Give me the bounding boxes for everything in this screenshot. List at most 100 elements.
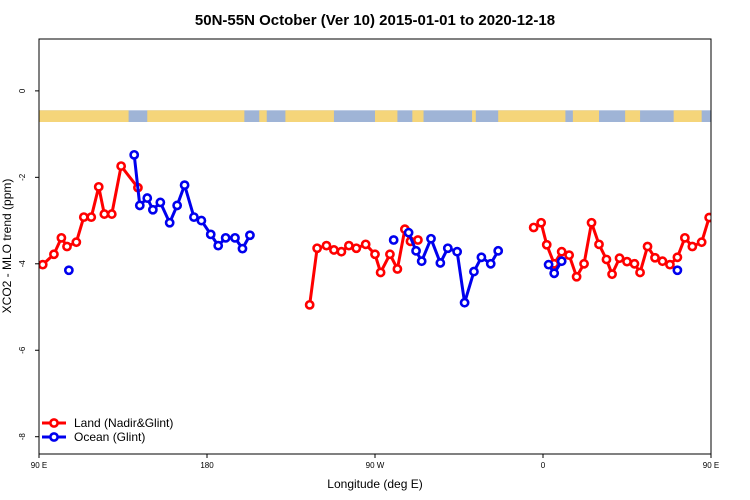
- ocean-data-point: [388, 235, 399, 245]
- land-data-point: [571, 271, 582, 282]
- ocean-data-point: [164, 217, 175, 228]
- ocean-data-point: [172, 200, 183, 211]
- land-data-point: [679, 232, 690, 243]
- ocean-data-point: [556, 256, 567, 267]
- land-data-point: [541, 239, 552, 250]
- land-data-point: [594, 239, 604, 250]
- land-data-point: [99, 209, 110, 219]
- land-band: [498, 110, 566, 122]
- legend-item-land: Land (Nadir&Glint): [42, 416, 173, 430]
- ocean-data-point: [411, 245, 421, 256]
- x-tick-label: 0: [541, 461, 546, 470]
- ocean-data-point: [220, 232, 231, 243]
- land-band: [625, 110, 641, 122]
- land-data-point: [657, 256, 668, 267]
- land-data-point: [370, 249, 380, 260]
- land-band: [147, 110, 245, 122]
- land-data-point: [93, 181, 104, 192]
- ocean-data-point: [179, 180, 190, 191]
- land-data-point: [743, 162, 750, 169]
- land-band: [673, 110, 702, 122]
- ocean-data-point: [134, 200, 145, 211]
- land-data-point: [86, 212, 97, 223]
- land-data-point: [321, 240, 332, 251]
- land-data-point: [62, 241, 72, 252]
- land-data-point: [528, 222, 539, 233]
- ocean-data-point: [672, 265, 683, 276]
- land-ocean-strip: [39, 110, 711, 122]
- ocean-series-line: [741, 155, 750, 223]
- ocean-data-point: [737, 199, 744, 206]
- land-data-point: [413, 235, 423, 245]
- ocean-data-point: [230, 232, 240, 243]
- land-data-point: [696, 237, 707, 248]
- land-data-point: [722, 183, 729, 190]
- ocean-data-point: [549, 268, 560, 279]
- ocean-data-point: [189, 212, 199, 223]
- land-data-point: [343, 240, 354, 251]
- land-band: [285, 110, 334, 122]
- ocean-data-point: [469, 266, 479, 277]
- land-data-point: [304, 299, 315, 310]
- legend-item-ocean: Ocean (Glint): [42, 430, 145, 444]
- land-data-point: [392, 264, 403, 274]
- land-data-point: [704, 212, 711, 223]
- legend-swatch-marker: [49, 418, 59, 428]
- y-tick-label: -8: [18, 433, 27, 441]
- land-data-point: [375, 267, 386, 278]
- x-tick-label: 90 E: [703, 461, 719, 470]
- ocean-data-point: [155, 197, 166, 208]
- series-group: [39, 149, 750, 310]
- land-data-point: [536, 217, 547, 228]
- ocean-data-point: [205, 229, 216, 240]
- y-tick-label: -6: [18, 346, 27, 354]
- y-tick-label: -2: [18, 173, 27, 181]
- land-data-point: [687, 241, 698, 252]
- ocean-data-point: [435, 258, 446, 268]
- x-tick-label: 180: [200, 461, 214, 470]
- land-data-point: [78, 212, 89, 223]
- land-data-point: [601, 254, 612, 265]
- ocean-data-point: [452, 246, 463, 257]
- land-data-point: [607, 269, 617, 280]
- land-data-point: [329, 245, 339, 255]
- ocean-data-point: [213, 240, 224, 251]
- plot-frame: [38, 38, 712, 455]
- ocean-data-point: [442, 243, 453, 254]
- land-data-point: [672, 252, 683, 263]
- ocean-data-point: [196, 215, 207, 226]
- y-axis-ticks: 0 -2 -4 -6 -8: [18, 88, 39, 440]
- chart-title: 50N-55N October (Ver 10) 2015-01-01 to 2…: [195, 12, 555, 29]
- ocean-data-point: [426, 233, 436, 244]
- ocean-series-line: [407, 232, 500, 305]
- land-data-point: [351, 243, 362, 254]
- land-data-point: [336, 246, 347, 257]
- land-data-point: [116, 161, 127, 171]
- legend-label: Ocean (Glint): [74, 430, 145, 444]
- land-data-point: [49, 249, 59, 260]
- land-band: [572, 110, 599, 122]
- land-data-point: [622, 256, 632, 267]
- ocean-data-point: [237, 243, 248, 254]
- land-data-point: [735, 210, 742, 217]
- y-tick-label: 0: [18, 88, 27, 93]
- land-data-point: [728, 210, 735, 217]
- ocean-data-point: [63, 265, 74, 276]
- land-data-point: [642, 241, 653, 252]
- ocean-data-point: [142, 193, 153, 203]
- ocean-data-point: [245, 230, 255, 241]
- land-band: [39, 110, 129, 122]
- land-data-point: [360, 239, 371, 250]
- ocean-data-point: [459, 297, 470, 308]
- land-data-point: [56, 232, 67, 243]
- y-tick-label: -4: [18, 260, 27, 268]
- land-data-point: [665, 259, 675, 270]
- ocean-data-point: [416, 256, 427, 267]
- land-data-point: [39, 259, 48, 270]
- ocean-data-point: [485, 258, 496, 269]
- land-data-point: [579, 258, 589, 269]
- land-data-point: [586, 217, 597, 228]
- y-axis-title: XCO2 - MLO trend (ppm): [0, 179, 14, 314]
- land-data-point: [635, 267, 645, 278]
